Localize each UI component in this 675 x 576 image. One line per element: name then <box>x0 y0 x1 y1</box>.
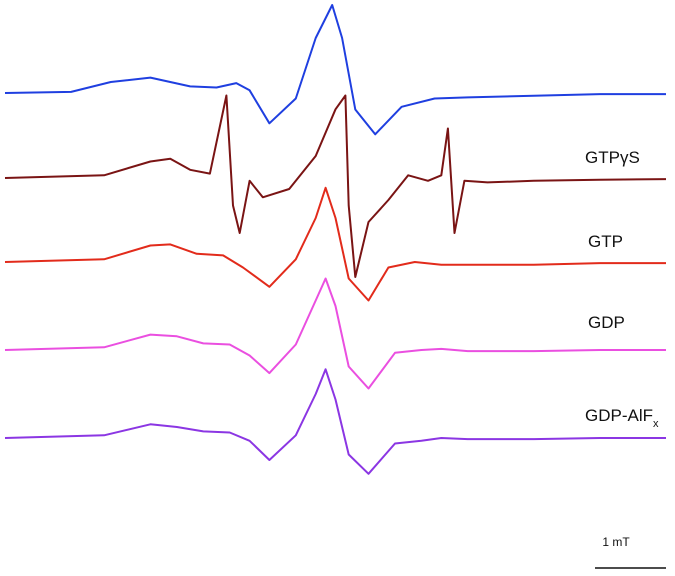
series-label-2: GDP <box>588 313 625 332</box>
series-label-1: GTP <box>588 232 623 251</box>
series-labels: GTPγS GTP GDP GDP-AlFx <box>585 148 659 430</box>
series-line-2 <box>4 186 666 302</box>
series-label-0: GTPγS <box>585 148 640 167</box>
series-line-1 <box>4 94 667 278</box>
spectra-traces <box>4 4 667 475</box>
series-line-0 <box>4 4 666 136</box>
series-line-4 <box>4 368 666 475</box>
scale-bar-label: 1 mT <box>602 535 630 549</box>
series-line-3 <box>4 277 666 390</box>
series-label-3: GDP-AlFx <box>585 406 659 430</box>
scale-bar: 1 mT <box>595 535 666 569</box>
